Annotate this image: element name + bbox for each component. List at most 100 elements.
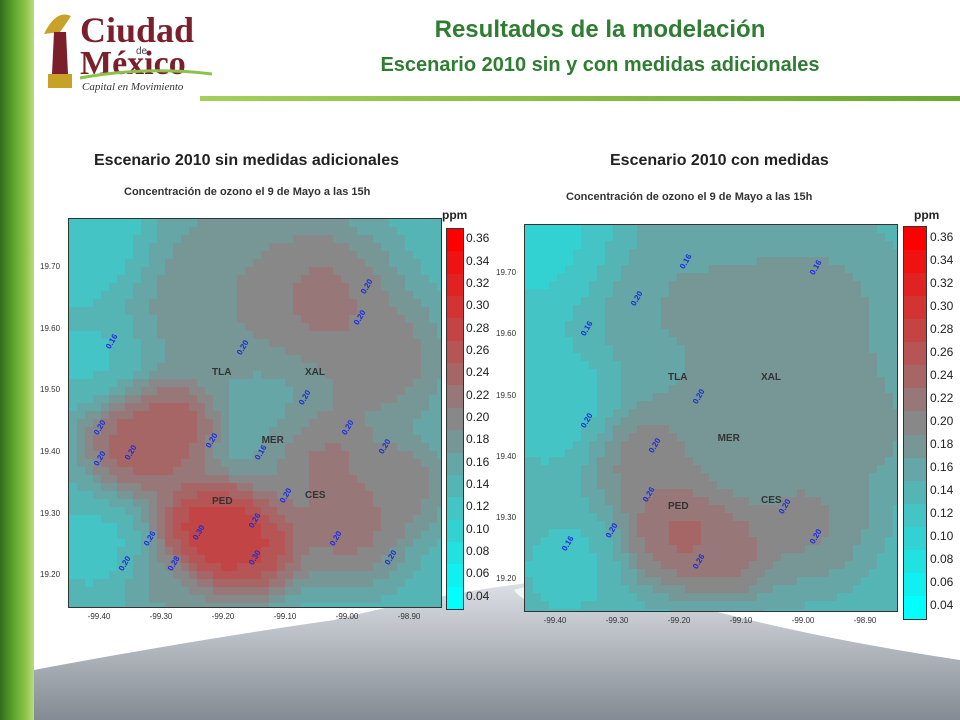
field-cell xyxy=(229,563,238,572)
field-cell xyxy=(805,441,814,450)
field-cell xyxy=(693,265,702,274)
field-cell xyxy=(165,387,174,396)
field-cell xyxy=(221,507,230,516)
field-cell xyxy=(797,361,806,370)
field-cell xyxy=(677,505,686,514)
field-cell xyxy=(853,337,862,346)
field-cell xyxy=(285,579,294,588)
field-cell xyxy=(597,289,606,298)
field-cell xyxy=(269,339,278,348)
field-cell xyxy=(317,227,326,236)
colorbar-tick-label: 0.34 xyxy=(466,253,490,268)
field-cell xyxy=(93,603,102,607)
field-cell xyxy=(725,521,734,530)
field-cell xyxy=(573,465,582,474)
field-cell xyxy=(853,401,862,410)
field-cell xyxy=(589,449,598,458)
field-cell xyxy=(725,337,734,346)
field-cell xyxy=(253,467,262,476)
field-cell xyxy=(525,417,534,426)
field-cell xyxy=(413,427,422,436)
field-cell xyxy=(869,569,878,578)
field-cell xyxy=(741,537,750,546)
field-cell xyxy=(357,267,366,276)
field-cell xyxy=(885,529,894,538)
field-cell xyxy=(541,593,550,602)
field-cell xyxy=(717,585,726,594)
field-cell xyxy=(821,233,830,242)
field-cell xyxy=(229,539,238,548)
field-cell xyxy=(741,361,750,370)
field-cell xyxy=(381,595,390,604)
field-cell xyxy=(309,435,318,444)
field-cell xyxy=(93,395,102,404)
field-cell xyxy=(565,337,574,346)
field-cell xyxy=(349,579,358,588)
field-cell xyxy=(109,523,118,532)
field-cell xyxy=(357,235,366,244)
field-cell xyxy=(549,601,558,610)
field-cell xyxy=(757,257,766,266)
field-cell xyxy=(661,545,670,554)
field-cell xyxy=(189,595,198,604)
field-cell xyxy=(349,363,358,372)
field-cell xyxy=(565,249,574,258)
field-cell xyxy=(165,419,174,428)
field-cell xyxy=(325,435,334,444)
field-cell xyxy=(749,457,758,466)
field-cell xyxy=(373,243,382,252)
field-cell xyxy=(829,329,838,338)
field-cell xyxy=(669,537,678,546)
field-cell xyxy=(837,569,846,578)
field-cell xyxy=(701,505,710,514)
field-cell xyxy=(101,411,110,420)
field-cell xyxy=(429,283,438,292)
field-cell xyxy=(853,345,862,354)
field-cell xyxy=(405,603,414,607)
field-cell xyxy=(141,523,150,532)
field-cell xyxy=(661,609,670,611)
field-cell xyxy=(341,515,350,524)
field-cell xyxy=(421,555,430,564)
field-cell xyxy=(781,505,790,514)
field-cell xyxy=(325,595,334,604)
field-cell xyxy=(365,419,374,428)
field-cell xyxy=(141,539,150,548)
field-cell xyxy=(565,401,574,410)
field-cell xyxy=(117,563,126,572)
field-cell xyxy=(789,249,798,258)
field-cell xyxy=(413,419,422,428)
field-cell xyxy=(181,363,190,372)
field-cell xyxy=(181,315,190,324)
field-cell xyxy=(845,297,854,306)
field-cell xyxy=(389,427,398,436)
field-cell xyxy=(261,275,270,284)
field-cell xyxy=(717,233,726,242)
field-cell xyxy=(773,361,782,370)
field-cell xyxy=(437,379,441,388)
field-cell xyxy=(149,355,158,364)
field-cell xyxy=(405,411,414,420)
field-cell xyxy=(693,593,702,602)
field-cell xyxy=(205,259,214,268)
field-cell xyxy=(821,457,830,466)
field-cell xyxy=(869,449,878,458)
field-cell xyxy=(549,313,558,322)
field-cell xyxy=(77,491,86,500)
field-cell xyxy=(389,267,398,276)
field-cell xyxy=(645,345,654,354)
field-cell xyxy=(253,283,262,292)
field-cell xyxy=(629,505,638,514)
field-cell xyxy=(797,409,806,418)
field-cell xyxy=(373,395,382,404)
field-cell xyxy=(853,601,862,610)
field-cell xyxy=(229,219,238,228)
field-cell xyxy=(557,545,566,554)
field-cell xyxy=(853,513,862,522)
field-cell xyxy=(693,537,702,546)
field-cell xyxy=(829,289,838,298)
field-cell xyxy=(141,459,150,468)
field-cell xyxy=(221,307,230,316)
field-cell xyxy=(269,435,278,444)
field-cell xyxy=(413,459,422,468)
